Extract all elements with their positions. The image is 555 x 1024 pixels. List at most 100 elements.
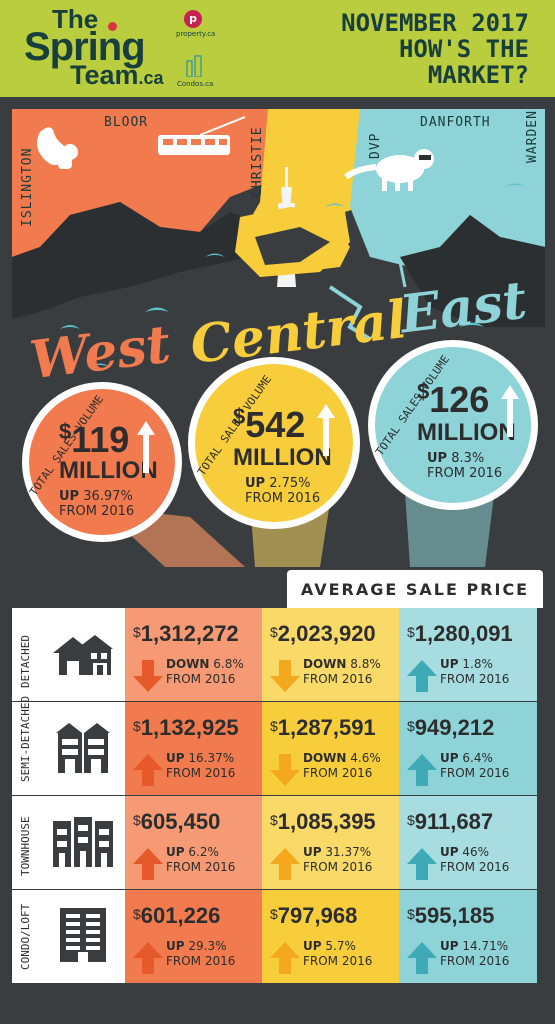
volume-bubble-central: TOTAL SALES VOLUME $542 MILLION UP 2.75%…	[188, 357, 360, 529]
average-price: $1,312,272	[133, 621, 239, 646]
price-change: UP 16.37%	[166, 751, 235, 765]
price-change-period: FROM 2016	[440, 672, 510, 686]
price-change-period: FROM 2016	[440, 766, 510, 780]
volume-bubble-west: TOTAL SALES VOLUME $119 MILLION UP 36.97…	[22, 382, 182, 542]
row-icon-cell	[40, 796, 125, 889]
volume-change: UP 2.75% FROM 2016	[245, 476, 321, 506]
row-type-label: SEMI-DETACHED	[12, 696, 40, 795]
price-change-period: FROM 2016	[303, 860, 373, 874]
price-change: DOWN 4.6%	[303, 751, 381, 765]
street-bloor: BLOOR	[104, 115, 149, 130]
house-icon	[51, 631, 115, 679]
average-sale-price-table: AVERAGE SALE PRICE DETACHED $1,312,272 DOW…	[12, 570, 543, 1015]
price-change-period: FROM 2016	[166, 860, 236, 874]
arrow-up-icon	[501, 385, 519, 437]
volume-amount: $119	[59, 419, 130, 460]
logo-team: Team.ca	[70, 60, 164, 90]
volume-unit: MILLION	[417, 419, 516, 446]
street-danforth: DANFORTH	[420, 115, 491, 130]
price-cell: $1,287,591 DOWN 4.6% FROM 2016	[262, 702, 400, 795]
volume-change: UP 8.3% FROM 2016	[427, 451, 503, 481]
price-cell: $595,185 UP 14.71% FROM 2016	[399, 890, 537, 983]
price-change-period: FROM 2016	[166, 766, 236, 780]
street-dvp: DVP	[368, 132, 383, 159]
table-row: TOWNHOUSE $605,450 UP 6.2% FROM 2016 $1,085,…	[12, 796, 542, 889]
price-cell: $601,226 UP 29.3% FROM 2016	[125, 890, 263, 983]
average-price: $949,212	[407, 715, 495, 740]
volume-bubble-east: TOTAL SALES VOLUME $126 MILLION UP 8.3% F…	[368, 340, 538, 510]
price-change: UP 6.2%	[166, 845, 219, 859]
price-change: UP 46%	[440, 845, 490, 859]
row-type-label: TOWNHOUSE	[12, 796, 40, 889]
average-price: $797,968	[270, 903, 358, 928]
street-christie: CHRISTIE	[250, 126, 265, 197]
header: The Spring Team.ca p property.ca Condos.…	[0, 0, 555, 97]
condos-logo-text: Condos.ca	[177, 80, 214, 88]
arrow-up-icon	[137, 421, 155, 473]
row-icon-cell	[40, 702, 125, 795]
price-change-period: FROM 2016	[166, 672, 236, 686]
price-change-period: FROM 2016	[303, 766, 373, 780]
arrow-up-icon	[407, 660, 437, 692]
volume-unit: MILLION	[233, 444, 332, 471]
east-region	[350, 109, 545, 267]
condo-icon	[59, 907, 106, 966]
row-type-label: DETACHED	[12, 608, 40, 701]
price-cell: $1,085,395 UP 31.37% FROM 2016	[262, 796, 400, 889]
table-row: SEMI-DETACHED $1,132,925 UP 16.37% FROM 201…	[12, 696, 542, 795]
semi-detached-icon	[54, 721, 112, 777]
price-change-period: FROM 2016	[440, 860, 510, 874]
arrow-up-icon	[317, 404, 335, 456]
squirrel-icon	[36, 127, 78, 169]
table-row: CONDO/LOFT $601,226 UP 29.3% FROM 2016 $797,…	[12, 890, 542, 983]
property-type: TOWNHOUSE	[19, 816, 32, 876]
average-price: $601,226	[133, 903, 221, 928]
streetcar-icon	[158, 116, 246, 155]
average-price: $1,280,091	[407, 621, 513, 646]
row-type-label: CONDO/LOFT	[12, 890, 40, 983]
price-change: DOWN 8.8%	[303, 657, 381, 671]
average-price: $1,085,395	[270, 809, 376, 834]
street-warden: WARDEN	[525, 110, 540, 163]
logo-the: The	[52, 4, 99, 34]
average-price: $1,287,591	[270, 715, 376, 740]
table-title: AVERAGE SALE PRICE	[287, 570, 543, 608]
price-change: UP 31.37%	[303, 845, 372, 859]
price-cell: $1,280,091 UP 1.8% FROM 2016	[399, 608, 537, 701]
logo-dot	[108, 22, 117, 31]
volume-amount: $542	[233, 404, 306, 445]
property-logo-text: property.ca	[176, 30, 216, 38]
arrow-up-icon	[270, 848, 300, 880]
price-change: UP 6.4%	[440, 751, 493, 765]
page-title: NOVEMBER 2017 HOW'S THE MARKET?	[341, 9, 529, 89]
price-change: UP 14.71%	[440, 939, 509, 953]
arrow-up-icon	[133, 754, 163, 786]
price-change-period: FROM 2016	[303, 672, 373, 686]
average-price: $2,023,920	[270, 621, 376, 646]
arrow-up-icon	[407, 942, 437, 974]
row-icon-cell	[40, 608, 125, 701]
townhouse-icon	[51, 815, 115, 871]
average-price: $911,687	[407, 809, 494, 834]
logo-spring: Spring	[24, 25, 146, 69]
price-change: UP 5.7%	[303, 939, 356, 953]
property-type: SEMI-DETACHED	[19, 695, 32, 782]
price-change: UP 29.3%	[166, 939, 227, 953]
price-change-period: FROM 2016	[440, 954, 510, 968]
average-price: $1,132,925	[133, 715, 239, 740]
volume-change: UP 36.97% FROM 2016	[59, 489, 135, 519]
price-cell: $2,023,920 DOWN 8.8% FROM 2016	[262, 608, 400, 701]
arrow-down-icon	[270, 660, 300, 692]
volume-unit: MILLION	[59, 457, 158, 484]
price-cell: $605,450 UP 6.2% FROM 2016	[125, 796, 263, 889]
condos-logo-icon	[186, 55, 202, 77]
property-logo-icon: p	[184, 10, 202, 28]
price-change-period: FROM 2016	[303, 954, 373, 968]
arrow-up-icon	[407, 754, 437, 786]
property-type: DETACHED	[19, 635, 32, 688]
table-row: DETACHED $1,312,272 DOWN 6.8% FROM 2016 $2,0…	[12, 608, 542, 701]
property-type: CONDO/LOFT	[19, 903, 32, 970]
street-islington: ISLINGTON	[20, 147, 35, 227]
arrow-up-icon	[407, 848, 437, 880]
arrow-down-icon	[270, 754, 300, 786]
